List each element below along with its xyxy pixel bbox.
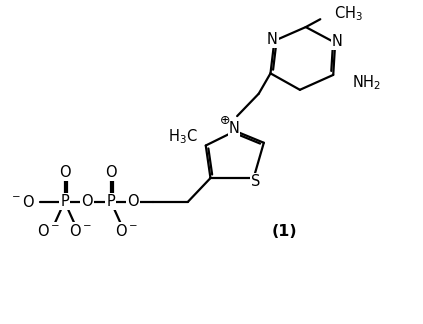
Text: H$_3$C: H$_3$C — [168, 128, 198, 146]
Text: N: N — [332, 34, 343, 49]
Text: O: O — [105, 166, 117, 180]
Text: O$^-$: O$^-$ — [69, 223, 92, 238]
Text: O: O — [59, 166, 70, 180]
Text: O$^-$: O$^-$ — [115, 223, 138, 238]
Text: N: N — [267, 32, 278, 47]
Text: NH$_2$: NH$_2$ — [352, 74, 381, 92]
Text: S: S — [251, 174, 260, 189]
Text: O: O — [82, 194, 93, 209]
Text: O$^-$: O$^-$ — [37, 223, 60, 238]
Text: P: P — [107, 194, 115, 209]
Text: CH$_3$: CH$_3$ — [335, 4, 363, 23]
Text: O: O — [127, 194, 139, 209]
Text: $\oplus$: $\oplus$ — [219, 113, 230, 126]
Text: N: N — [228, 121, 239, 136]
Text: (1): (1) — [272, 224, 297, 238]
Text: $^-$O: $^-$O — [9, 194, 35, 210]
Text: P: P — [60, 194, 69, 209]
